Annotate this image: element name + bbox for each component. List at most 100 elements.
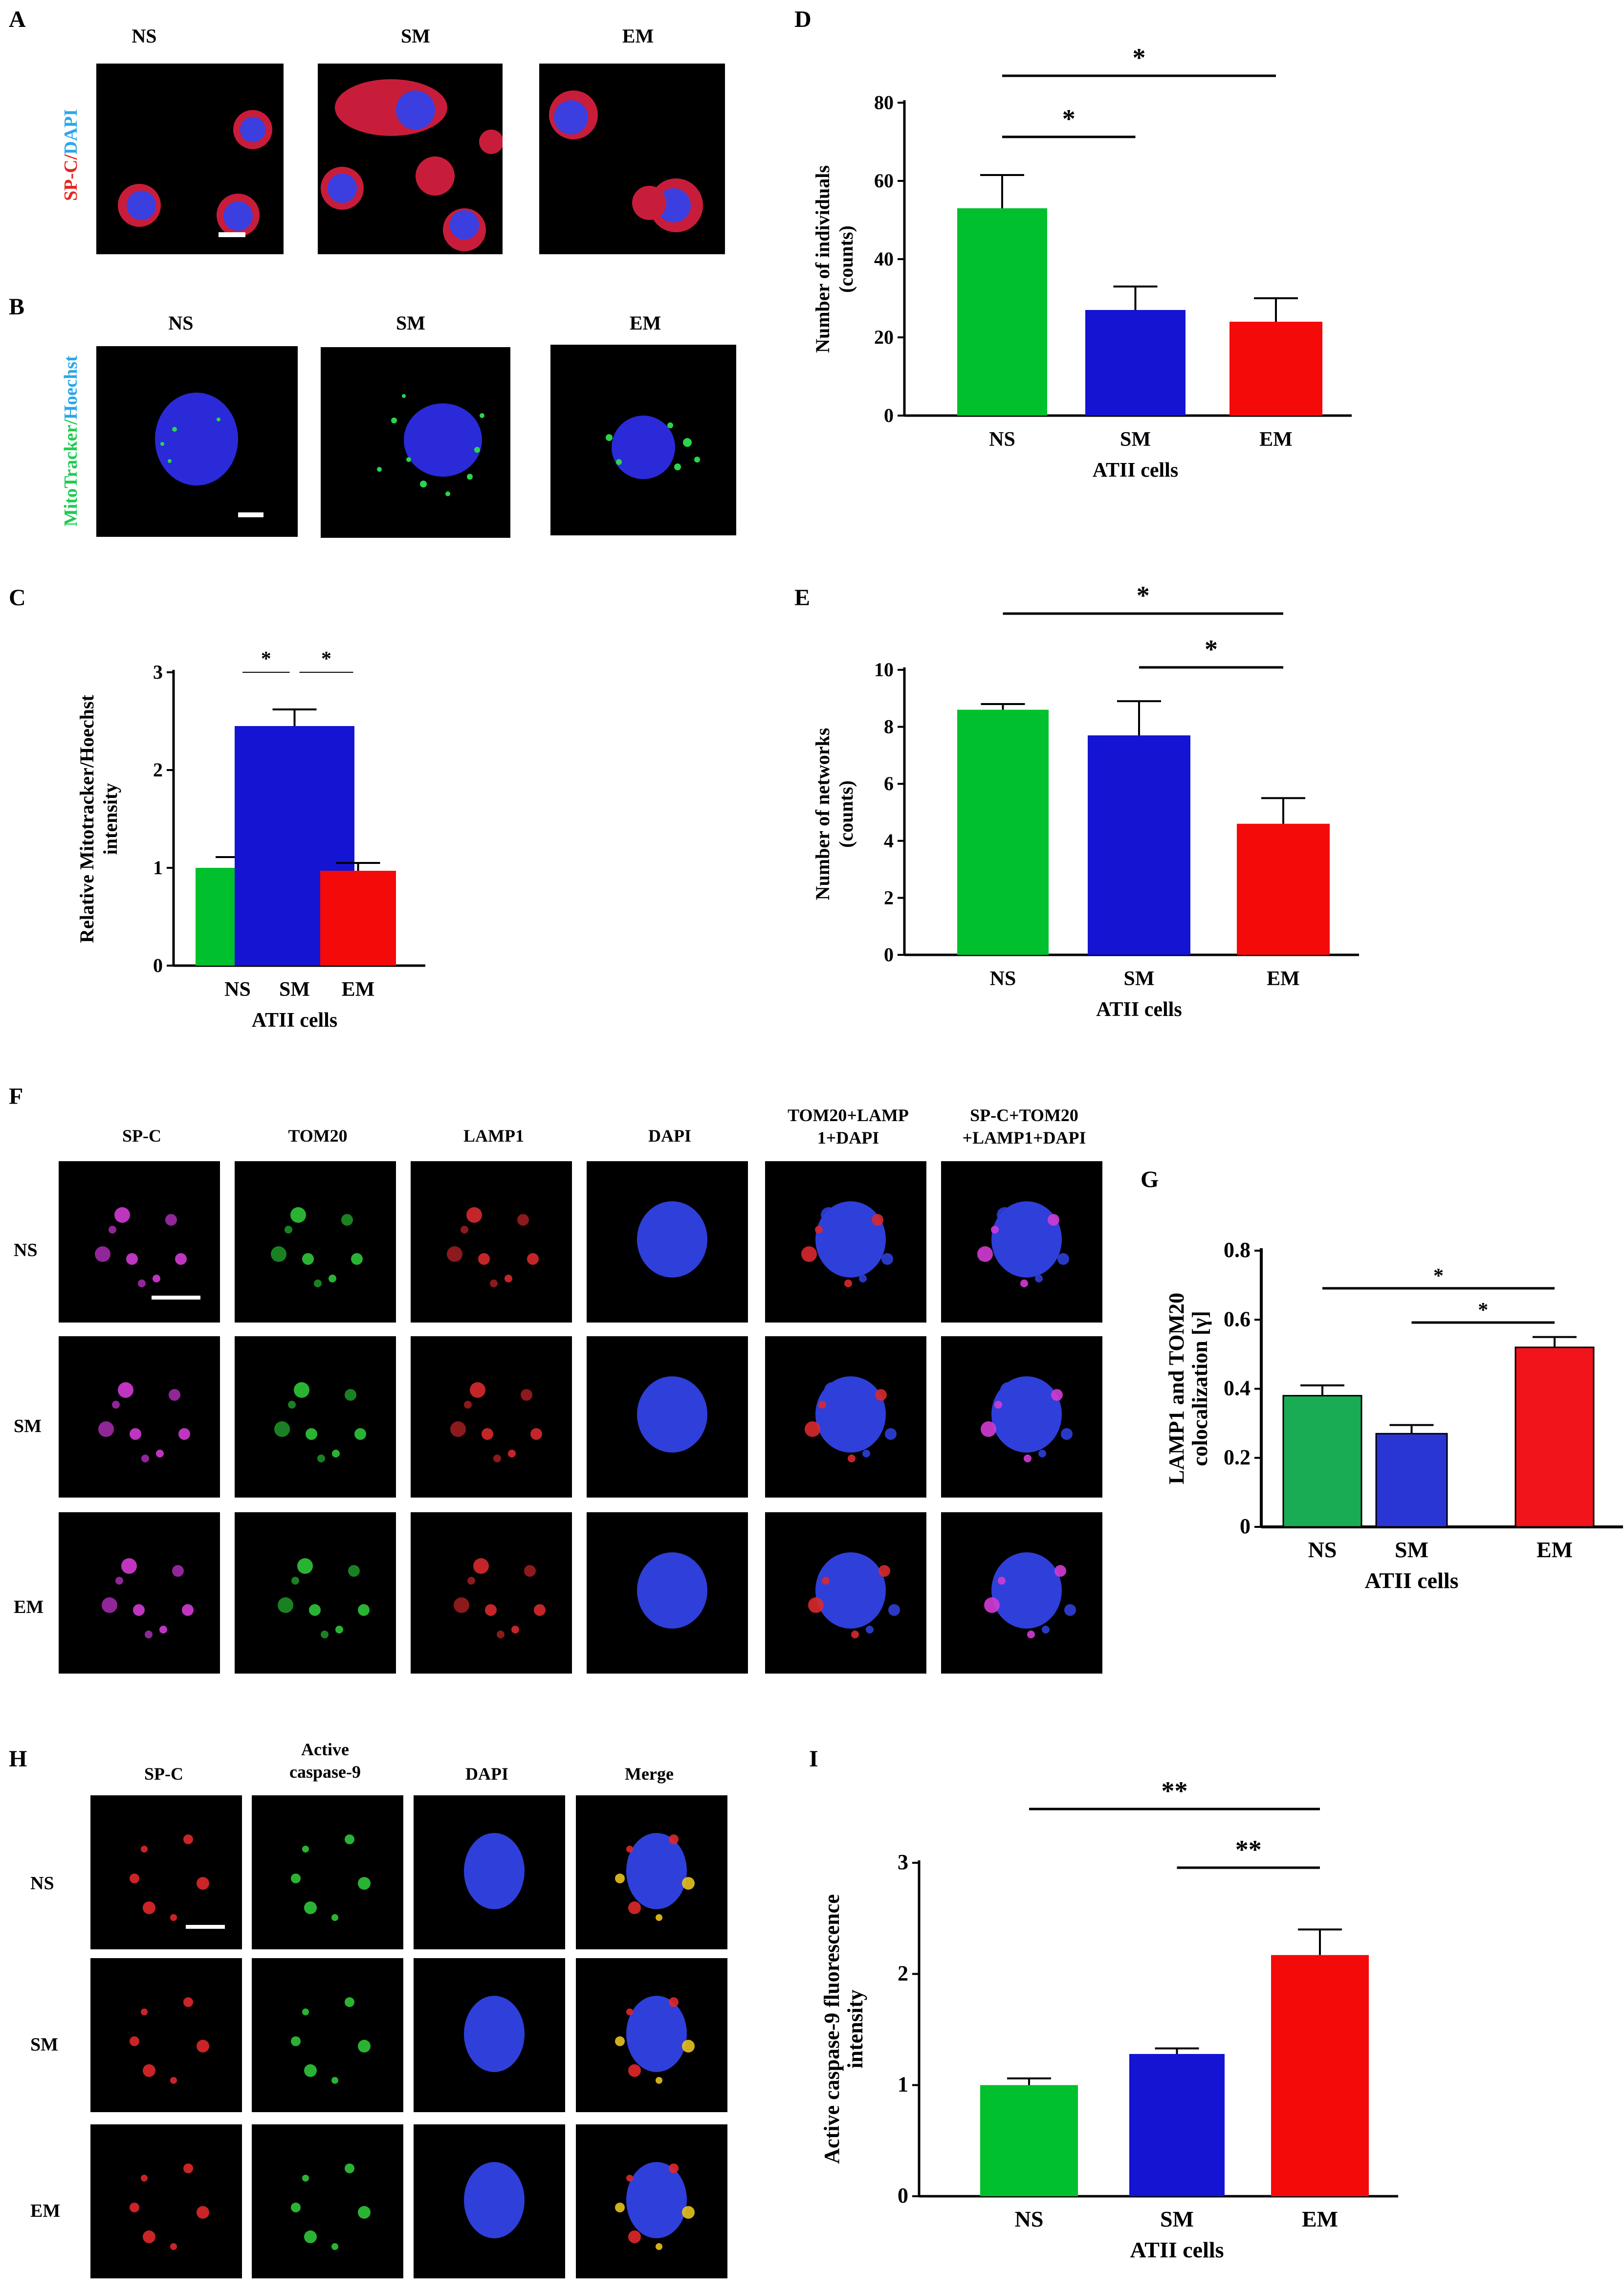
micrograph-f-sm-5	[941, 1336, 1102, 1498]
micrograph-a-ns	[96, 64, 284, 254]
micrograph-f-em-3	[587, 1512, 748, 1674]
y-tick-label: 2	[153, 759, 163, 781]
panel-label-a: A	[9, 6, 26, 32]
y-axis-label: Relative Mitotracker/Hoechstintensity	[76, 695, 121, 943]
micrograph-h-ns-0	[90, 1795, 242, 1949]
panel-label-d: D	[794, 6, 812, 32]
col-title: NS	[168, 312, 194, 334]
panel-label-h: H	[9, 1746, 27, 1772]
y-tick-label: 60	[874, 170, 894, 192]
bar-ns	[957, 709, 1049, 955]
micrograph-f-em-2	[411, 1512, 572, 1674]
bar-ns	[980, 2085, 1078, 2196]
micrograph-f-ns-5	[941, 1161, 1102, 1323]
significance-label: **	[1162, 1776, 1188, 1806]
x-tick-label: NS	[1015, 2207, 1044, 2231]
chart-d: 0 20 40 60 80 NS SM EM ATII cells Number of indiv…	[812, 43, 1352, 482]
col-title: SP-C+TOM20 +LAMP1+DAPI	[962, 1105, 1086, 1148]
significance-label: *	[1062, 104, 1075, 133]
y-tick-label: 2	[884, 886, 894, 908]
x-tick-label: SM	[1395, 1537, 1428, 1562]
col-title: TOM20	[288, 1126, 348, 1146]
bar-em	[1514, 1346, 1595, 1528]
panel-label-c: C	[9, 585, 26, 611]
y-tick-label: 40	[874, 248, 894, 270]
panel-label-g: G	[1141, 1167, 1159, 1192]
micrograph-h-em-3	[576, 2124, 727, 2278]
col-title: SP-C	[122, 1126, 161, 1146]
y-tick-label: 0.6	[1224, 1307, 1251, 1331]
col-title: EM	[622, 25, 654, 47]
panel-label-e: E	[794, 585, 811, 611]
col-title: DAPI	[648, 1126, 691, 1146]
significance-label: **	[1235, 1835, 1262, 1864]
micrograph-h-ns-3	[576, 1795, 727, 1949]
col-title: Active caspase-9	[289, 1740, 361, 1782]
x-tick-label: SM	[279, 978, 310, 1001]
micrograph-f-ns-1	[235, 1161, 396, 1323]
x-tick-label: NS	[224, 978, 251, 1001]
significance-label: *	[1205, 635, 1218, 664]
micrograph-f-em-1	[235, 1512, 396, 1674]
x-axis-label: ATII cells	[1130, 2237, 1224, 2262]
x-tick-label: EM	[342, 978, 375, 1001]
micrograph-f-sm-2	[411, 1336, 572, 1498]
x-tick-label: EM	[1536, 1537, 1573, 1562]
y-axis-label: LAMP1 and TOM20colocalization [γ]	[1164, 1293, 1212, 1484]
y-tick-label: 0	[1240, 1514, 1251, 1538]
significance-label: *	[261, 648, 271, 670]
y-tick-label: 6	[884, 772, 894, 794]
micrograph-b-ns	[96, 346, 298, 537]
col-title: DAPI	[465, 1764, 508, 1784]
bar-em	[320, 871, 396, 966]
x-tick-label: NS	[990, 968, 1016, 990]
y-tick-label: 20	[874, 326, 894, 348]
panel-label-i: I	[809, 1746, 818, 1772]
significance-label: *	[1133, 43, 1146, 72]
micrograph-f-ns-4	[765, 1161, 926, 1323]
x-tick-label: EM	[1267, 968, 1300, 990]
chart-e: 0 2 4 6 8 10 NS SM EM ATII cells Number of network…	[812, 581, 1359, 1021]
bar-em	[1229, 322, 1322, 416]
micrograph-f-ns-0	[59, 1161, 220, 1323]
x-axis-label: ATII cells	[1364, 1568, 1458, 1593]
row-title: NS	[14, 1240, 38, 1260]
x-tick-label: SM	[1120, 428, 1151, 451]
bar-sm	[1375, 1433, 1448, 1528]
col-title: NS	[132, 25, 157, 47]
col-title: SM	[401, 25, 430, 47]
x-tick-label: SM	[1160, 2207, 1194, 2231]
micrograph-h-sm-1	[252, 1958, 403, 2112]
panel-label-f: F	[9, 1083, 23, 1109]
micrograph-h-sm-0	[90, 1958, 242, 2112]
micrograph-f-em-0	[59, 1512, 220, 1674]
col-title: SP-C	[144, 1764, 183, 1784]
row-title: EM	[30, 2201, 61, 2221]
panel-label-b: B	[9, 294, 25, 320]
micrograph-h-em-2	[414, 2124, 565, 2278]
y-tick-label: 3	[898, 1850, 908, 1874]
x-axis-label: ATII cells	[1096, 998, 1182, 1021]
micrograph-f-ns-2	[411, 1161, 572, 1323]
micrograph-b-sm	[321, 347, 510, 538]
micrograph-f-em-5	[941, 1512, 1102, 1674]
micrograph-b-em	[550, 345, 736, 535]
x-tick-label: EM	[1259, 428, 1293, 451]
micrograph-f-sm-4	[765, 1336, 926, 1498]
row-title: SM	[30, 2034, 58, 2055]
y-tick-label: 1	[153, 857, 163, 879]
row-title: EM	[14, 1597, 44, 1617]
y-axis-label: Active caspase-9 fluorescenceintensity	[820, 1894, 867, 2163]
micrograph-f-sm-3	[587, 1336, 748, 1498]
row-title: SM	[14, 1416, 42, 1436]
x-axis-label: ATII cells	[252, 1009, 337, 1032]
y-tick-label: 0.8	[1224, 1238, 1251, 1262]
y-tick-label: 0.2	[1224, 1445, 1251, 1469]
col-title: TOM20+LAMP 1+DAPI	[788, 1105, 909, 1148]
y-tick-label: 1	[898, 2073, 908, 2096]
micrograph-f-sm-0	[59, 1336, 220, 1498]
y-tick-label: 2	[898, 1961, 908, 1985]
x-tick-label: NS	[1308, 1537, 1337, 1562]
y-tick-label: 8	[884, 716, 894, 738]
